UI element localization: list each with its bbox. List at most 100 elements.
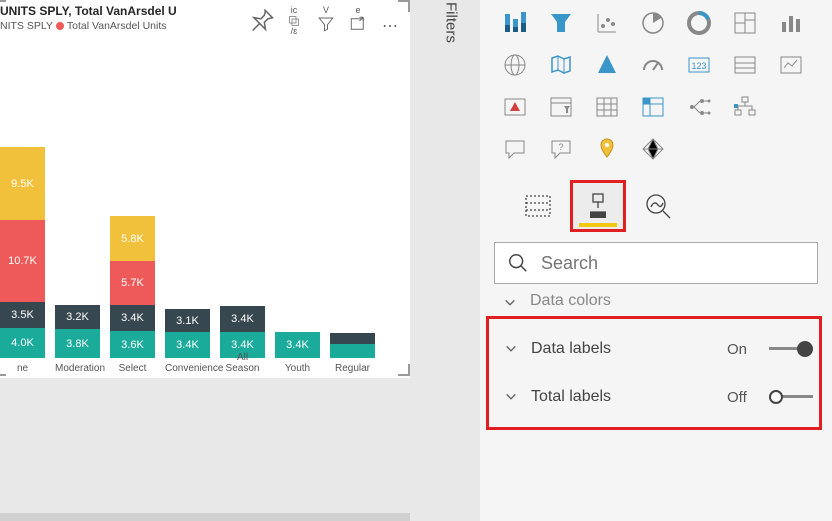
data-labels-label: Data labels [531, 340, 715, 358]
data-labels-toggle[interactable] [769, 341, 813, 357]
format-tab-row [480, 174, 832, 238]
svg-text:123: 123 [691, 61, 706, 71]
x-axis-label: Convenience [165, 363, 210, 374]
viz-pie[interactable] [636, 6, 670, 40]
data-colors-section[interactable]: Data colors [502, 292, 832, 310]
data-labels-section[interactable]: Data labels On [503, 325, 813, 373]
bar-segment: 3.4K [275, 332, 320, 358]
filters-pane-tab[interactable]: Filters [434, 0, 468, 62]
viz-multi-card[interactable] [728, 48, 762, 82]
search-input[interactable] [541, 253, 805, 274]
bar-segment: 10.7K [0, 220, 45, 302]
viz-empty [774, 132, 808, 166]
viz-comment[interactable] [498, 132, 532, 166]
selection-handle-tr[interactable] [398, 0, 410, 12]
viz-funnel-blue[interactable] [544, 6, 578, 40]
viz-gauge[interactable] [636, 48, 670, 82]
viz-stacked-bar[interactable] [498, 6, 532, 40]
bar-segment: 3.1K [165, 309, 210, 332]
fields-tab[interactable] [510, 180, 566, 232]
viz-empty [728, 132, 762, 166]
copy-icon[interactable]: ic /ɛ [280, 6, 308, 36]
bar-segment: 3.2K [55, 305, 100, 329]
bar-segment: 3.4K [220, 306, 265, 332]
bar-group[interactable]: 5.8K5.7K3.4K3.6KSelect [110, 216, 155, 358]
visualizations-pane: 123? Data colors Data labels On Tot [480, 0, 832, 521]
chart-title: UNITS SPLY, Total VanArsdel U [0, 4, 177, 18]
viz-shape-map[interactable] [544, 48, 578, 82]
x-axis-label: Select [110, 363, 155, 374]
viz-column[interactable] [774, 6, 808, 40]
filters-label: Filters [443, 2, 460, 43]
chart-legend: NITS SPLY Total VanArsdel Units [0, 20, 177, 32]
legend-text-1: NITS SPLY [0, 20, 53, 32]
viz-treemap[interactable] [728, 6, 762, 40]
viz-arrow-blue[interactable] [590, 48, 624, 82]
total-labels-section[interactable]: Total labels Off [503, 373, 813, 421]
bar-segment [330, 333, 375, 344]
viz-hierarchy[interactable] [728, 90, 762, 124]
data-colors-label: Data colors [530, 292, 611, 310]
bar-group[interactable]: 3.4KYouth [275, 332, 320, 358]
viz-diamond[interactable] [636, 132, 670, 166]
viz-table-filter[interactable] [544, 90, 578, 124]
chart-visual[interactable]: UNITS SPLY, Total VanArsdel U NITS SPLY … [0, 0, 410, 378]
x-axis-label: Moderation [55, 363, 100, 374]
chevron-down-icon [502, 296, 518, 310]
total-labels-toggle[interactable] [769, 389, 813, 405]
format-tab[interactable] [570, 180, 626, 232]
viz-empty [682, 132, 716, 166]
labels-highlight-box: Data labels On Total labels Off [486, 316, 822, 430]
format-search[interactable] [494, 242, 818, 284]
focus-mode-icon[interactable]: e [344, 6, 372, 36]
viz-table[interactable] [590, 90, 624, 124]
x-axis-label: Regular [330, 363, 375, 374]
chart-plot-area: 9.5K10.7K3.5K4.0Kne3.2K3.8KModeration5.8… [0, 44, 404, 358]
search-icon [507, 252, 529, 274]
bar-segment: 3.6K [110, 331, 155, 358]
bar-group[interactable]: 3.4K3.4KAll Season [220, 306, 265, 358]
legend-dot-coral [56, 22, 64, 30]
bar-group[interactable]: 9.5K10.7K3.5K4.0Kne [0, 147, 45, 358]
bar-segment: 5.8K [110, 216, 155, 261]
viz-card-123[interactable]: 123 [682, 48, 716, 82]
total-labels-label: Total labels [531, 388, 715, 406]
x-axis-label: All Season [220, 352, 265, 374]
x-axis-label: ne [0, 363, 45, 374]
bar-group[interactable]: 3.1K3.4KConvenience [165, 309, 210, 358]
viz-qna[interactable]: ? [544, 132, 578, 166]
bar-group[interactable]: Regular [330, 333, 375, 358]
bar-segment: 3.4K [110, 305, 155, 331]
viz-decomposition[interactable] [682, 90, 716, 124]
x-axis-label: Youth [275, 363, 320, 374]
viz-kpi[interactable] [774, 48, 808, 82]
bar-segment: 5.7K [110, 261, 155, 305]
bar-segment: 3.4K [165, 332, 210, 358]
total-labels-state: Off [727, 389, 757, 406]
bar-segment: 9.5K [0, 147, 45, 220]
bar-segment: 4.0K [0, 328, 45, 358]
svg-text:?: ? [558, 142, 563, 152]
viz-empty [774, 90, 808, 124]
chevron-down-icon [503, 342, 519, 356]
viz-donut[interactable] [682, 6, 716, 40]
bar-segment: 3.8K [55, 329, 100, 358]
filter-icon[interactable]: V [312, 6, 340, 36]
selection-handle-br[interactable] [398, 364, 410, 376]
visualization-type-grid: 123? [480, 0, 832, 174]
bar-segment: 3.5K [0, 302, 45, 328]
pin-icon[interactable] [248, 6, 276, 36]
legend-text-2: Total VanArsdel Units [67, 20, 167, 32]
selection-handle-tl[interactable] [0, 0, 6, 12]
viz-matrix[interactable] [636, 90, 670, 124]
data-labels-state: On [727, 341, 757, 358]
bar-group[interactable]: 3.2K3.8KModeration [55, 305, 100, 358]
viz-globe[interactable] [498, 48, 532, 82]
bar-segment [330, 344, 375, 358]
chart-bottom-border [0, 513, 410, 521]
viz-scatter[interactable] [590, 6, 624, 40]
viz-pin-map[interactable] [590, 132, 624, 166]
viz-delta[interactable] [498, 90, 532, 124]
analytics-tab[interactable] [630, 180, 686, 232]
chevron-down-icon [503, 390, 519, 404]
